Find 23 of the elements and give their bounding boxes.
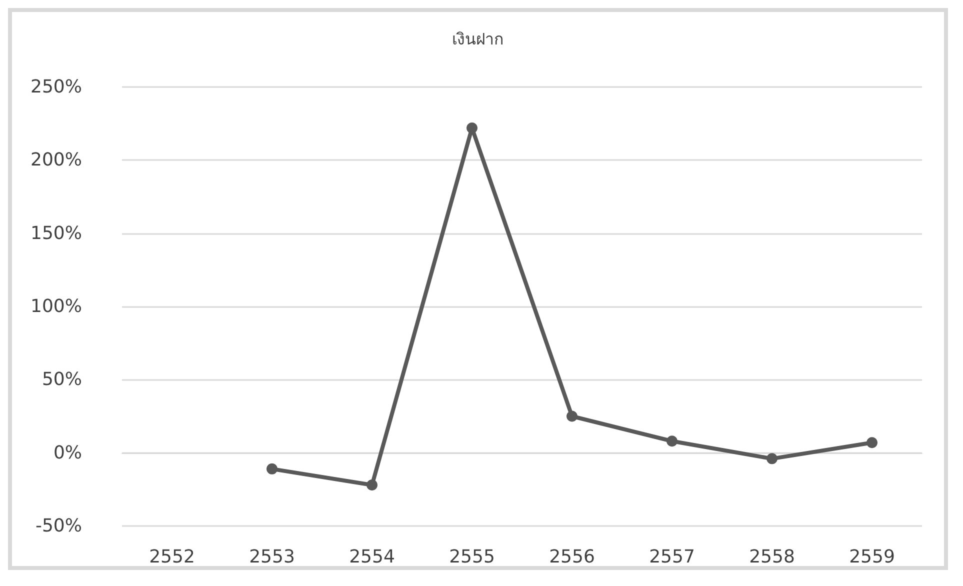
chart-title: เงินฝาก xyxy=(452,30,504,48)
x-tick-label: 2557 xyxy=(649,546,695,568)
x-tick-label: 2556 xyxy=(549,546,595,568)
point xyxy=(566,410,578,422)
y-tick-label: 100% xyxy=(30,296,82,317)
x-tick-label: 2553 xyxy=(249,546,295,568)
point xyxy=(266,463,278,474)
point xyxy=(866,437,878,448)
x-tick-label: 2552 xyxy=(149,546,195,568)
y-tick-label: -50% xyxy=(35,516,82,536)
x-tick-label: 2555 xyxy=(449,546,495,568)
x-tick-label: 2554 xyxy=(349,546,395,568)
y-tick-label: 0% xyxy=(53,442,82,464)
point xyxy=(766,453,778,464)
x-tick-label: 2559 xyxy=(849,546,895,568)
y-tick-label: 250% xyxy=(30,76,82,98)
point xyxy=(666,436,678,447)
y-tick-label: 200% xyxy=(30,150,82,171)
x-tick-label: 2558 xyxy=(749,546,795,568)
point xyxy=(366,480,378,491)
y-tick-label: 50% xyxy=(42,369,82,390)
y-tick-label: 150% xyxy=(30,222,82,244)
point xyxy=(466,122,478,134)
